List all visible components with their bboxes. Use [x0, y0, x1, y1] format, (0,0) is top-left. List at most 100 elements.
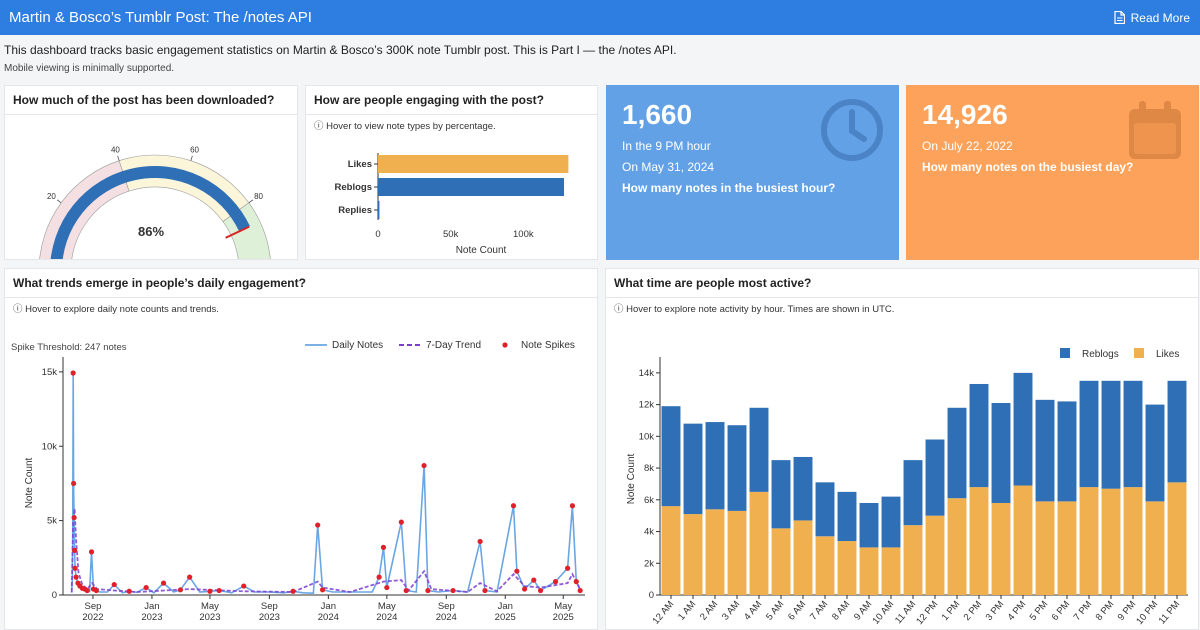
calendar-icon — [1129, 101, 1181, 159]
gauge-tick-label: 20 — [47, 192, 56, 201]
gauge-tick — [190, 155, 193, 161]
hourly-x-tick-label: 7 AM — [808, 599, 830, 623]
spike-point — [376, 574, 382, 580]
hourly-x-tick-label: 3 AM — [720, 599, 742, 623]
spike-point — [552, 579, 559, 585]
daily-x-tick-label: 2023 — [141, 612, 162, 623]
read-more-button[interactable]: Read More — [1114, 11, 1190, 25]
daily-chart[interactable]: Spike Threshold: 247 notes 05k10k15kSep2… — [5, 313, 598, 630]
engagement-hint: ⓘ Hover to view note types by percentage… — [314, 121, 496, 132]
reblogs-bar — [705, 422, 725, 510]
spike-point — [72, 565, 78, 571]
hourly-y-tick-label: 6k — [644, 495, 654, 506]
hourly-y-tick-label: 2k — [644, 558, 654, 569]
gauge-tick — [56, 199, 62, 204]
spike-point — [573, 579, 579, 585]
reblogs-bar — [969, 383, 989, 488]
gauge-value-arc — [50, 166, 251, 259]
engagement-category-label: Replies — [338, 205, 372, 216]
hourly-x-tick-label: 2 AM — [698, 599, 720, 623]
daily-x-tick-label: Jan — [321, 601, 336, 612]
hourly-y-tick-label: 14k — [639, 368, 655, 379]
gauge-tick-label: 60 — [190, 145, 199, 154]
spike-point — [187, 574, 193, 580]
reblogs-bar — [903, 460, 923, 526]
daily-x-tick-label: May — [378, 601, 396, 612]
spike-point — [398, 519, 404, 525]
spike-point — [160, 580, 167, 586]
spike-point — [380, 544, 387, 550]
legend-likes-swatch — [1134, 348, 1144, 358]
likes-bar — [1123, 487, 1143, 595]
hourly-x-tick-label: 5 PM — [1028, 599, 1051, 623]
hourly-x-tick-label: 2 PM — [962, 599, 985, 623]
reblogs-bar — [749, 407, 769, 492]
likes-bar — [1013, 485, 1033, 595]
likes-bar — [1101, 488, 1121, 595]
reblogs-bar — [683, 423, 703, 515]
spike-point — [73, 574, 79, 580]
likes-bar — [749, 491, 769, 595]
hourly-card-title: What time are people most active? — [606, 269, 1198, 298]
daily-x-tick-label: 2022 — [82, 612, 103, 623]
daily-notes-line — [70, 372, 581, 595]
mobile-note: Mobile viewing is minimally supported. — [4, 63, 175, 74]
top-bar: Martin & Bosco’s Tumblr Post: The /notes… — [0, 0, 1200, 35]
gauge-threshold-marker — [225, 225, 250, 239]
likes-bar — [837, 541, 857, 595]
hourly-x-tick-label: 5 AM — [764, 599, 786, 623]
reblogs-bar — [947, 407, 967, 499]
spike-point — [216, 587, 222, 594]
engagement-chart[interactable]: Likes Reblogs Replies 0 50k 100k Note Count — [306, 131, 598, 260]
spike-point — [510, 503, 517, 509]
engagement-card-title: How are people engaging with the post? — [306, 86, 597, 115]
spike-point — [531, 577, 537, 583]
likes-bar — [859, 547, 879, 595]
daily-x-tick-label: 2025 — [553, 612, 574, 623]
engagement-card: How are people engaging with the post? ⓘ… — [305, 85, 598, 260]
reblogs-bar — [771, 460, 791, 529]
busiest-hour-value: 1,660 — [622, 99, 693, 130]
gauge-value-label: 86% — [138, 224, 164, 239]
engagement-category-label: Likes — [348, 159, 372, 170]
hourly-x-tick-label: 8 AM — [830, 599, 852, 623]
hourly-x-tick-label: 8 PM — [1094, 599, 1117, 623]
spike-point — [72, 547, 78, 553]
spike-point — [521, 586, 528, 592]
busiest-day-line1: On July 22, 2022 — [922, 139, 1013, 153]
likes-bar — [1035, 501, 1055, 595]
spike-point — [241, 583, 247, 589]
daily-x-tick-label: May — [201, 601, 219, 612]
hourly-x-tick-label: 1 AM — [676, 599, 698, 623]
likes-bar — [925, 515, 945, 595]
spike-threshold-label: Spike Threshold: 247 notes — [11, 342, 127, 353]
spike-point — [70, 370, 76, 376]
hourly-x-tick-label: 6 AM — [786, 599, 808, 623]
hourly-y-tick-label: 12k — [639, 400, 655, 411]
reblogs-bar — [1145, 404, 1165, 502]
spike-point — [88, 549, 95, 555]
gauge-tick — [117, 155, 120, 161]
hourly-x-tick-label: 10 PM — [1134, 599, 1160, 627]
daily-y-tick-label: 0 — [52, 590, 57, 601]
hourly-x-tick-label: 1 PM — [940, 599, 963, 623]
hourly-x-tick-label: 11 PM — [1157, 599, 1183, 627]
gauge-tick-label: 40 — [111, 145, 120, 154]
busiest-day-value: 14,926 — [922, 99, 1008, 130]
spike-point — [482, 587, 488, 594]
hourly-hint: ⓘ Hover to explore note activity by hour… — [614, 304, 895, 315]
likes-bar — [815, 536, 835, 595]
likes-bar — [1057, 501, 1077, 595]
download-card-title: How much of the post has been downloaded… — [5, 86, 297, 115]
legend-daily-label: Daily Notes — [332, 340, 383, 351]
hourly-x-tick-label: 4 AM — [742, 599, 764, 623]
hourly-x-tick-label: 11 AM — [893, 599, 918, 626]
engagement-x-tick-label: 50k — [443, 229, 459, 240]
download-gauge[interactable]: 020406080100 86% — [5, 115, 298, 260]
busiest-hour-line1: In the 9 PM hour — [622, 139, 711, 153]
daily-x-tick-label: Jan — [498, 601, 513, 612]
reblogs-bar — [661, 406, 681, 507]
likes-bar — [705, 509, 725, 595]
daily-y-tick-label: 15k — [42, 367, 58, 378]
